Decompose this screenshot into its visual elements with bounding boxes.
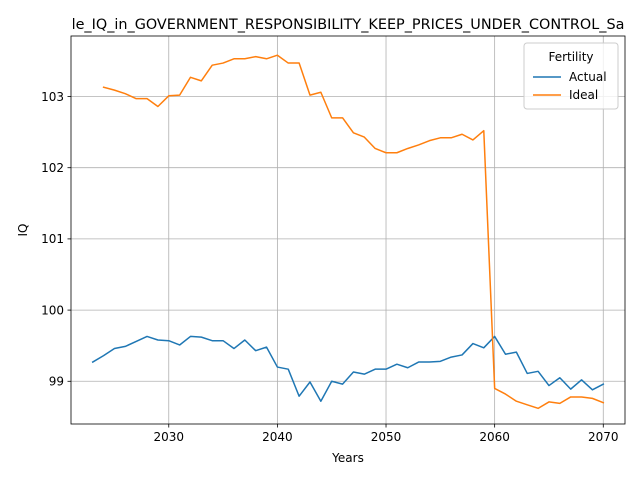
- x-tick-label: 2030: [153, 430, 184, 444]
- series-line-actual: [91, 335, 605, 402]
- x-tick-label: 2060: [479, 430, 510, 444]
- x-tick-label: 2070: [588, 430, 619, 444]
- legend-box: [523, 42, 619, 110]
- y-tick-label: 101: [41, 232, 64, 246]
- x-tick-label: 2040: [262, 430, 293, 444]
- y-axis-ticks: 99 100 101 102 103: [41, 90, 71, 389]
- legend-title: Fertility: [548, 50, 593, 64]
- legend-label-ideal: Ideal: [569, 88, 598, 102]
- chart-title: le_IQ_in_GOVERNMENT_RESPONSIBILITY_KEEP_…: [72, 17, 625, 33]
- y-tick-label: 103: [41, 90, 64, 104]
- legend: Fertility Actual Ideal: [523, 42, 619, 110]
- x-axis-label: Years: [331, 451, 364, 465]
- x-tick-label: 2050: [371, 430, 402, 444]
- y-tick-label: 102: [41, 161, 64, 175]
- y-tick-label: 99: [49, 375, 64, 389]
- y-axis-label: IQ: [16, 224, 30, 237]
- series-line-ideal: [102, 54, 605, 410]
- legend-label-actual: Actual: [569, 70, 607, 84]
- series-layer: [91, 54, 605, 410]
- x-axis-ticks: 2030 2040 2050 2060 2070: [153, 424, 619, 444]
- plot-area-frame: [70, 35, 626, 425]
- y-tick-label: 100: [41, 303, 64, 317]
